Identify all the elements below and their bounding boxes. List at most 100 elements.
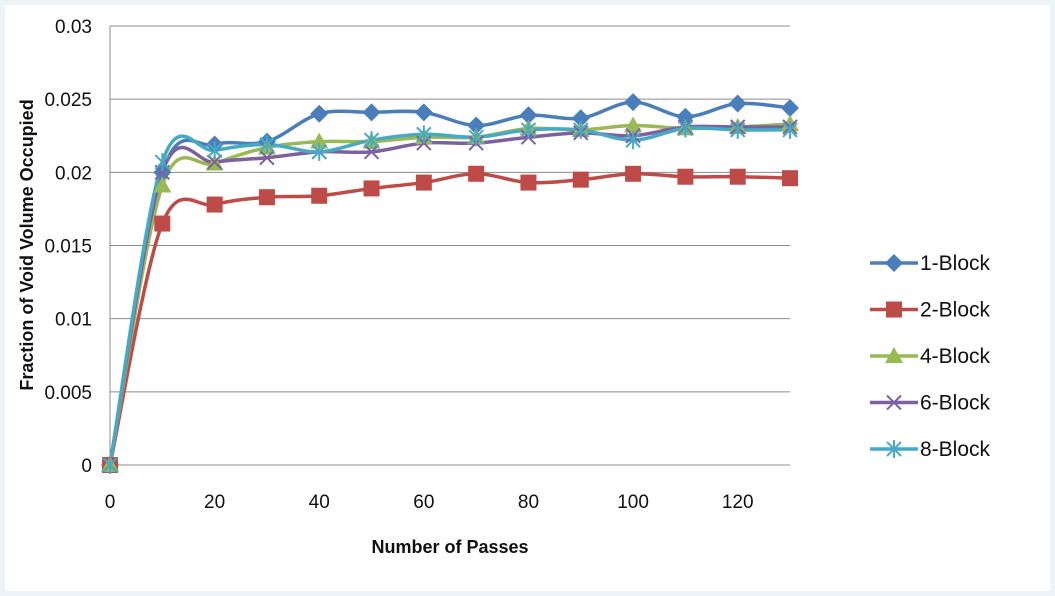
x-axis-title: Number of Passes (371, 537, 528, 557)
markers-2-block (102, 165, 798, 473)
legend-label: 8-Block (920, 438, 991, 461)
series-2-block (108, 172, 792, 467)
y-tick-label: 0.01 (55, 310, 92, 331)
data-point (362, 103, 381, 122)
triangle-marker (153, 176, 172, 193)
data-point (782, 170, 798, 187)
markers-8-block (102, 119, 798, 474)
data-point (363, 180, 380, 197)
triangle-marker (310, 132, 329, 149)
data-point (519, 106, 538, 125)
series-line (108, 100, 792, 467)
square-marker (572, 171, 589, 188)
legend-item: 4-Block (870, 345, 991, 368)
data-point (311, 142, 327, 161)
data-point (259, 149, 275, 166)
data-point (571, 109, 590, 128)
y-tick-labels: 0 0.005 0.01 0.015 0.02 0.025 0.03 (44, 17, 92, 477)
legend-swatch-marker (885, 254, 903, 272)
data-point (729, 120, 746, 139)
diamond-marker (571, 109, 590, 128)
legend: 1-Block 2-Block 4-Block 6-Block 8-Block (870, 252, 991, 461)
diamond-marker (781, 98, 799, 117)
data-point (468, 165, 485, 182)
square-marker (154, 215, 171, 232)
data-point (206, 154, 223, 170)
data-point (363, 144, 380, 160)
data-point (782, 120, 798, 139)
legend-label: 1-Block (920, 252, 991, 275)
y-tick-label: 0.025 (44, 90, 92, 111)
square-marker (415, 174, 432, 191)
triangle-marker (885, 347, 903, 363)
data-point (520, 174, 537, 191)
data-point (572, 171, 589, 188)
x-marker-stroke (886, 394, 902, 411)
square-marker (677, 168, 694, 185)
data-point (728, 94, 747, 113)
y-tick-label: 0.005 (44, 383, 92, 404)
legend-label: 6-Block (920, 392, 991, 415)
diamond-marker (624, 93, 643, 112)
legend-label: 4-Block (920, 345, 991, 368)
square-marker (206, 196, 223, 213)
diamond-marker (362, 103, 381, 122)
data-point (206, 196, 223, 213)
data-point (153, 176, 172, 193)
legend-item: 6-Block (870, 392, 991, 415)
x-tick-label: 100 (617, 492, 649, 513)
series-group (101, 93, 799, 474)
x-tick-label: 80 (518, 492, 539, 513)
diamond-marker (728, 94, 747, 113)
series-1-block (108, 100, 792, 467)
data-point (415, 174, 432, 191)
square-marker (258, 189, 275, 206)
square-marker (468, 165, 485, 182)
diamond-marker (310, 104, 329, 123)
triangle-marker (624, 116, 643, 133)
data-point (467, 116, 486, 135)
gridlines (110, 25, 790, 393)
diamond-marker (885, 254, 903, 272)
x-tick-label: 120 (722, 492, 754, 513)
data-point (258, 189, 275, 206)
square-marker (363, 180, 380, 197)
data-point (625, 131, 641, 150)
legend-swatch-marker (886, 301, 902, 318)
x-marker-stroke (206, 154, 223, 170)
markers-4-block (101, 115, 799, 472)
data-point (259, 135, 275, 154)
data-point (310, 104, 329, 123)
data-point (677, 119, 694, 138)
x-tick-label: 40 (309, 492, 330, 513)
data-point (729, 168, 746, 185)
data-point (102, 456, 118, 474)
legend-item: 8-Block (870, 438, 991, 461)
data-point (781, 98, 799, 117)
data-point (468, 128, 484, 147)
legend-swatch-marker (886, 440, 902, 458)
series-line (108, 172, 792, 467)
data-point (154, 153, 171, 172)
x-marker-stroke (363, 144, 380, 160)
x-tick-label: 60 (413, 492, 434, 513)
y-tick-label: 0.015 (44, 237, 92, 258)
data-point (416, 125, 432, 144)
data-point (206, 141, 223, 160)
x-marker-stroke (259, 149, 275, 166)
y-tick-label: 0.03 (55, 17, 92, 38)
square-marker (886, 301, 902, 318)
diamond-marker (414, 103, 433, 122)
data-point (573, 120, 589, 139)
x-tick-label: 20 (204, 492, 225, 513)
diamond-marker (467, 116, 486, 135)
legend-item: 1-Block (870, 252, 991, 275)
axes (109, 26, 790, 466)
y-tick-label: 0.02 (55, 163, 92, 184)
square-marker (729, 168, 746, 185)
data-point (625, 165, 642, 182)
data-point (520, 120, 537, 139)
diamond-marker (519, 106, 538, 125)
square-marker (625, 165, 642, 182)
